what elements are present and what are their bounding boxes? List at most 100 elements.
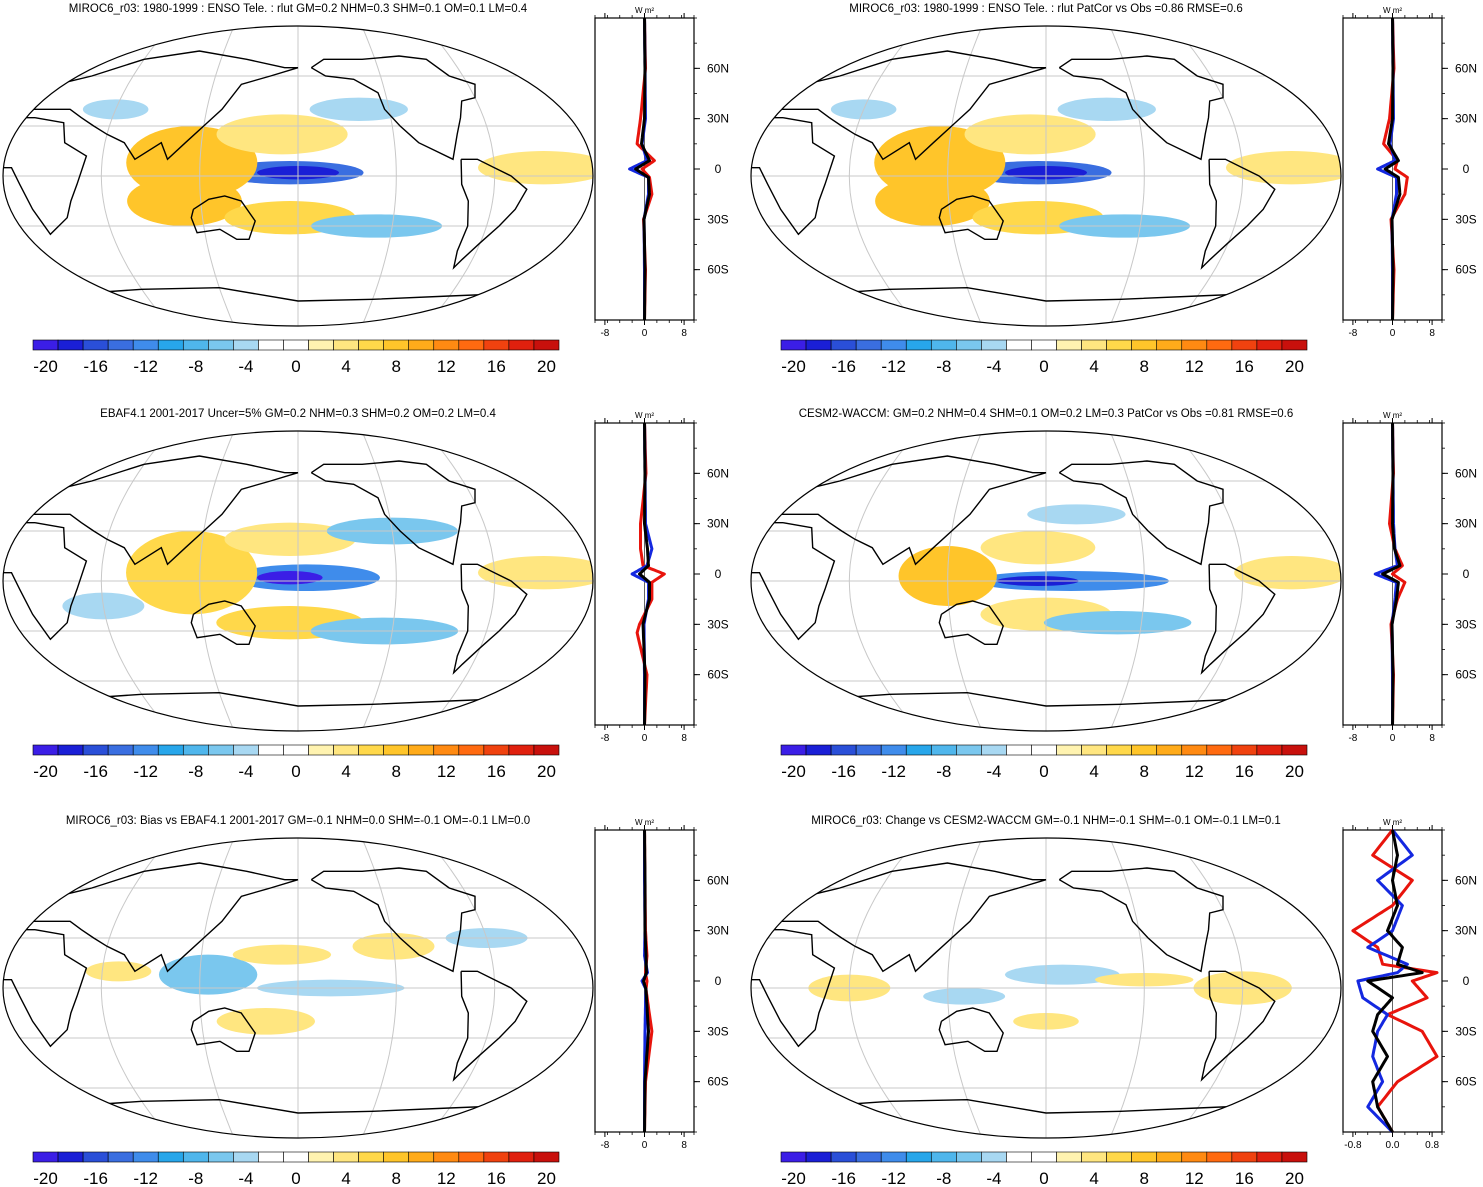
profile-x-tick: 0 (1390, 733, 1396, 744)
colorbar-cell (233, 339, 259, 351)
colorbar-cell (82, 744, 109, 756)
colorbar-cell (132, 339, 159, 351)
anomaly-region (1043, 611, 1192, 635)
colorbar-tick-label: -12 (881, 762, 906, 781)
colorbar-cell (333, 339, 359, 351)
coastline (751, 522, 836, 641)
colorbar-cell (1031, 339, 1057, 351)
colorbar-cell (458, 744, 485, 756)
colorbar-tick-label: 8 (1139, 1169, 1148, 1187)
colorbar-tick-label: 12 (1185, 1169, 1204, 1187)
colorbar-cell (1281, 339, 1308, 351)
colorbar-cell (233, 744, 259, 756)
latitude-tick-label: 30S (707, 1024, 728, 1038)
colorbar-tick-label: -20 (33, 357, 58, 376)
colorbar-tick-label: -16 (831, 357, 856, 376)
colorbar-cell (956, 1151, 982, 1163)
colorbar-cell (258, 1151, 284, 1163)
colorbar-tick-label: -8 (936, 1169, 951, 1187)
colorbar-cell (1031, 744, 1057, 756)
latitude-tick-label: 60S (707, 263, 728, 277)
colorbar-cell (1181, 339, 1208, 351)
zonal-profile: W m² -8 0 8 60N 30N 0 30S 60S (1342, 6, 1477, 339)
colorbar-tick-label: 8 (1139, 357, 1148, 376)
colorbar-tick-label: -4 (238, 1169, 253, 1187)
colorbar-tick-label: -16 (83, 762, 108, 781)
colorbar-cell (32, 1151, 59, 1163)
colorbar-cell (132, 1151, 159, 1163)
colorbar-cell (1206, 744, 1233, 756)
anomaly-region (126, 531, 258, 615)
colorbar-cell (157, 744, 184, 756)
colorbar-cell (855, 339, 882, 351)
colorbar-cell (1181, 744, 1208, 756)
colorbar-cell (182, 1151, 209, 1163)
unit-label: W m² (1383, 818, 1402, 827)
latitude-tick-label: 0 (715, 162, 722, 176)
colorbar-tick-label: -16 (831, 762, 856, 781)
colorbar-cell (1031, 1151, 1057, 1163)
colorbar-cell (1131, 1151, 1158, 1163)
latitude-tick-label: 60N (707, 873, 729, 887)
zonal-profile: W m² -0.8 0.0 0.8 60N 30N 0 30S 60S (1342, 818, 1477, 1151)
coastline (3, 117, 88, 236)
colorbar-tick-label: -12 (133, 1169, 158, 1187)
profile-series-red (1351, 829, 1439, 1133)
colorbar-tick-label: -20 (33, 762, 58, 781)
colorbar-cell (1256, 744, 1283, 756)
coastline (751, 117, 836, 236)
colorbar-tick-label: 0 (1039, 762, 1048, 781)
colorbar-cell (57, 744, 84, 756)
colorbar-cell (57, 1151, 84, 1163)
anomaly-region (923, 988, 1006, 1005)
anomaly-region (232, 944, 332, 965)
coastline (310, 460, 476, 566)
colorbar-cell (258, 744, 284, 756)
coastline (190, 195, 256, 240)
colorbar-tick-label: 8 (391, 1169, 400, 1187)
colorbar-tick-label: -8 (936, 762, 951, 781)
colorbar-cell (383, 339, 410, 351)
colorbar-cell (107, 744, 134, 756)
colorbar-cell (905, 339, 932, 351)
colorbar-cell (107, 1151, 134, 1163)
colorbar-cell (1006, 339, 1032, 351)
colorbar-cell (383, 744, 410, 756)
coastline (938, 1007, 1004, 1052)
colorbar-cell (830, 339, 857, 351)
colorbar-cell (805, 339, 832, 351)
world-map (751, 431, 1341, 731)
colorbar-cell (433, 744, 460, 756)
profile-x-tick: 8 (681, 328, 687, 339)
anomaly-region (477, 151, 593, 185)
latitude-tick-label: 60S (1455, 1075, 1476, 1089)
latitude-tick-label: 30S (1455, 617, 1476, 631)
colorbar-tick-label: -16 (831, 1169, 856, 1187)
panel-p2: MIROC6_r03: 1980-1999 : ENSO Tele. : rlu… (750, 3, 1477, 376)
colorbar-tick-label: -4 (986, 357, 1001, 376)
colorbar-tick-label: -12 (133, 357, 158, 376)
latitude-tick-label: 30S (707, 212, 728, 226)
colorbar-cell (283, 1151, 309, 1163)
coastline (1200, 970, 1276, 1082)
coastline (9, 862, 299, 973)
latitude-tick-label: 0 (715, 974, 722, 988)
world-map (3, 431, 593, 731)
coastline (751, 929, 836, 1048)
coastline (757, 862, 1047, 973)
colorbar-tick-label: 16 (487, 1169, 506, 1187)
colorbar-cell (483, 1151, 510, 1163)
latitude-tick-label: 30N (1455, 112, 1477, 126)
colorbar-cell (483, 339, 510, 351)
colorbar-tick-label: -12 (133, 762, 158, 781)
profile-x-tick: 8 (1429, 328, 1435, 339)
colorbar-tick-label: -12 (881, 1169, 906, 1187)
coastline (310, 55, 476, 161)
panel-title: MIROC6_r03: 1980-1999 : ENSO Tele. : rlu… (849, 3, 1243, 15)
colorbar-tick-label: 16 (1235, 357, 1254, 376)
colorbar-cell (1281, 744, 1308, 756)
latitude-tick-label: 60S (707, 1075, 728, 1089)
anomaly-region (85, 961, 152, 982)
colorbar-cell (1081, 339, 1107, 351)
anomaly-region (216, 1008, 315, 1035)
